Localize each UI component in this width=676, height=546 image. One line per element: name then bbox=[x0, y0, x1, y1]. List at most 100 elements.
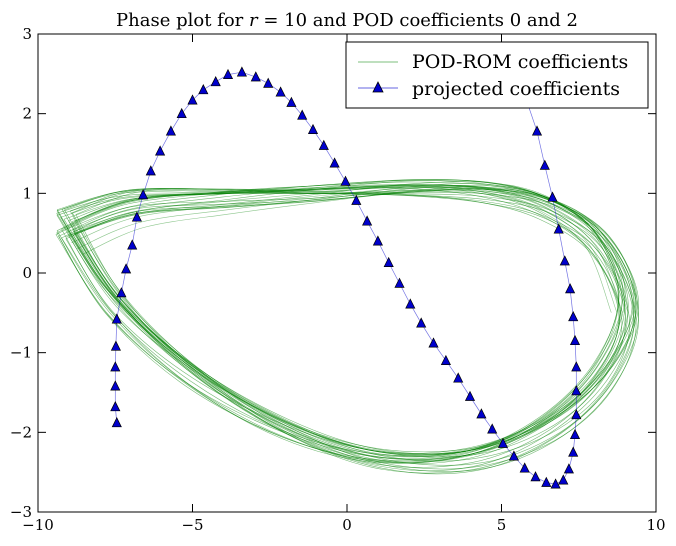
legend: POD-ROM coefficients projected coefficie… bbox=[345, 41, 649, 109]
projected-marker bbox=[131, 211, 142, 222]
projected-marker bbox=[165, 125, 176, 136]
projected-marker bbox=[116, 287, 127, 298]
y-tick-label: 2 bbox=[22, 105, 32, 123]
pod-rom-trajectory bbox=[68, 185, 626, 458]
projected-marker bbox=[394, 277, 405, 288]
title-prefix: Phase plot for bbox=[116, 10, 249, 31]
projected-marker bbox=[508, 450, 519, 461]
title-suffix: and POD coefficients 0 and 2 bbox=[307, 10, 578, 31]
projected-marker bbox=[453, 372, 464, 383]
projected-marker bbox=[569, 334, 581, 346]
y-tick-label: 1 bbox=[22, 184, 32, 202]
projected-marker bbox=[329, 157, 340, 168]
projected-marker bbox=[110, 340, 121, 351]
projected-marker bbox=[250, 71, 261, 82]
projected-marker bbox=[568, 311, 579, 322]
projected-marker bbox=[111, 417, 122, 428]
projected-marker bbox=[362, 215, 373, 226]
x-tick-label: 5 bbox=[497, 516, 507, 534]
legend-label-pod-rom: POD-ROM coefficients bbox=[412, 51, 628, 73]
projected-marker bbox=[110, 361, 121, 372]
pod-rom-trajectory bbox=[74, 187, 620, 453]
projected-marker bbox=[531, 125, 543, 136]
y-tick-label: −1 bbox=[10, 344, 32, 362]
projected-marker bbox=[559, 255, 570, 266]
projected-marker bbox=[569, 428, 581, 440]
projected-marker bbox=[530, 471, 541, 482]
pod-rom-trajectory bbox=[73, 187, 620, 458]
legend-box bbox=[345, 41, 649, 109]
projected-marker bbox=[111, 313, 122, 324]
pod-rom-trajectory bbox=[61, 188, 635, 472]
y-tick-label: 3 bbox=[22, 25, 32, 43]
projected-marker bbox=[297, 109, 308, 120]
projected-marker bbox=[318, 139, 329, 150]
projected-marker bbox=[571, 361, 582, 372]
projected-marker bbox=[210, 76, 221, 87]
pod-rom-trajectory bbox=[65, 179, 629, 454]
legend-label-projected: projected coefficients bbox=[412, 78, 620, 100]
projected-marker bbox=[519, 462, 530, 473]
projected-marker bbox=[571, 385, 582, 396]
projected-marker bbox=[286, 96, 297, 107]
projected-marker bbox=[563, 463, 574, 474]
projected-marker bbox=[222, 68, 234, 79]
y-tick-label: −3 bbox=[10, 503, 32, 521]
x-tick-label: 0 bbox=[342, 516, 352, 534]
projected-marker bbox=[307, 123, 319, 134]
projected-marker bbox=[110, 401, 121, 412]
pod-rom-trajectory bbox=[74, 184, 619, 455]
pod-rom-series bbox=[55, 179, 639, 475]
pod-rom-trajectory bbox=[70, 187, 626, 464]
projected-marker bbox=[383, 256, 394, 267]
projected-marker bbox=[428, 337, 439, 348]
pod-rom-trajectory bbox=[56, 184, 636, 464]
title-equals: = 10 bbox=[258, 10, 307, 31]
pod-rom-trajectory bbox=[71, 188, 621, 460]
pod-rom-trajectory bbox=[76, 186, 620, 456]
legend-marker-projected bbox=[372, 81, 384, 93]
projected-marker bbox=[405, 298, 416, 309]
pod-rom-trajectory bbox=[56, 189, 639, 475]
pod-rom-trajectory bbox=[72, 186, 623, 455]
pod-rom-transient bbox=[65, 185, 629, 313]
pod-rom-trajectory bbox=[72, 183, 623, 455]
projected-marker bbox=[539, 159, 550, 170]
projected-marker bbox=[121, 263, 132, 274]
projected-series bbox=[110, 65, 582, 489]
projected-marker bbox=[138, 189, 149, 200]
projected-marker bbox=[263, 77, 274, 88]
x-tick-label: 10 bbox=[646, 516, 665, 534]
y-tick-label: 0 bbox=[22, 264, 32, 282]
projected-marker bbox=[558, 474, 569, 485]
projected-marker bbox=[541, 476, 552, 487]
projected-marker bbox=[110, 380, 121, 391]
projected-marker bbox=[275, 86, 286, 97]
projected-marker bbox=[127, 239, 138, 250]
projected-marker bbox=[236, 66, 247, 77]
projected-marker bbox=[416, 317, 427, 328]
projected-marker bbox=[464, 390, 476, 401]
chart-title: Phase plot for r = 10 and POD coefficien… bbox=[116, 10, 578, 31]
y-tick-label: −2 bbox=[10, 423, 32, 441]
projected-marker bbox=[176, 107, 187, 119]
projected-marker bbox=[155, 145, 166, 156]
projected-marker bbox=[187, 94, 198, 105]
projected-marker bbox=[497, 437, 509, 448]
pod-rom-trajectory bbox=[75, 188, 620, 457]
x-tick-label: −5 bbox=[181, 516, 203, 534]
title-variable: r bbox=[249, 10, 259, 31]
projected-marker bbox=[487, 423, 498, 434]
projected-marker bbox=[351, 194, 362, 205]
projected-marker bbox=[440, 354, 451, 365]
pod-rom-trajectory bbox=[61, 186, 635, 464]
projected-marker bbox=[568, 446, 579, 457]
projected-marker bbox=[145, 165, 156, 176]
projected-marker bbox=[547, 191, 558, 202]
projected-marker bbox=[476, 408, 487, 419]
projected-marker bbox=[198, 84, 209, 95]
pod-rom-trajectory bbox=[64, 188, 629, 468]
pod-rom-trajectory bbox=[56, 181, 639, 463]
